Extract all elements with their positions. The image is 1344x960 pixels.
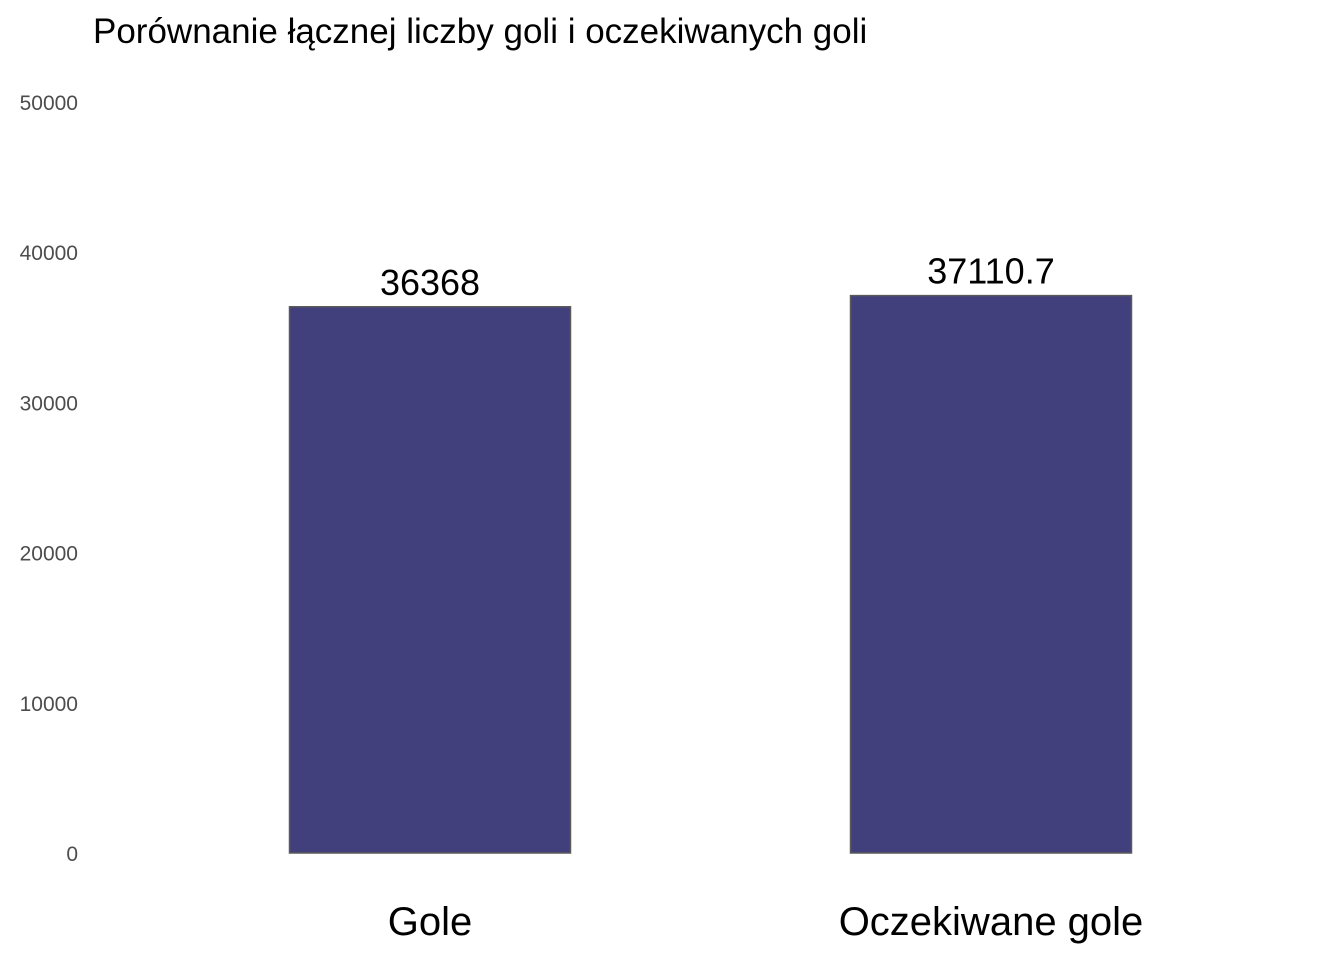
- y-tick-label: 0: [66, 843, 78, 866]
- bar-value-label: 37110.7: [927, 251, 1054, 292]
- y-tick-label: 50000: [20, 92, 78, 115]
- bar-oczekiwane-gole: [849, 294, 1133, 854]
- x-axis: Gole Oczekiwane gole: [388, 900, 1144, 944]
- y-tick-label: 10000: [20, 693, 78, 716]
- x-tick-label: Oczekiwane gole: [839, 900, 1144, 944]
- chart-title: Porównanie łącznej liczby goli i oczekiw…: [93, 12, 867, 51]
- y-tick-label: 20000: [20, 543, 78, 566]
- bar-value-labels: 36368 37110.7: [380, 251, 1055, 303]
- y-axis: 0 10000 20000 30000 40000 50000: [20, 92, 78, 866]
- bar-value-label: 36368: [380, 262, 480, 303]
- bar-gole: [288, 306, 572, 854]
- x-tick-label: Gole: [388, 900, 473, 944]
- y-tick-label: 40000: [20, 242, 78, 265]
- bars: [288, 294, 1133, 854]
- y-tick-label: 30000: [20, 392, 78, 415]
